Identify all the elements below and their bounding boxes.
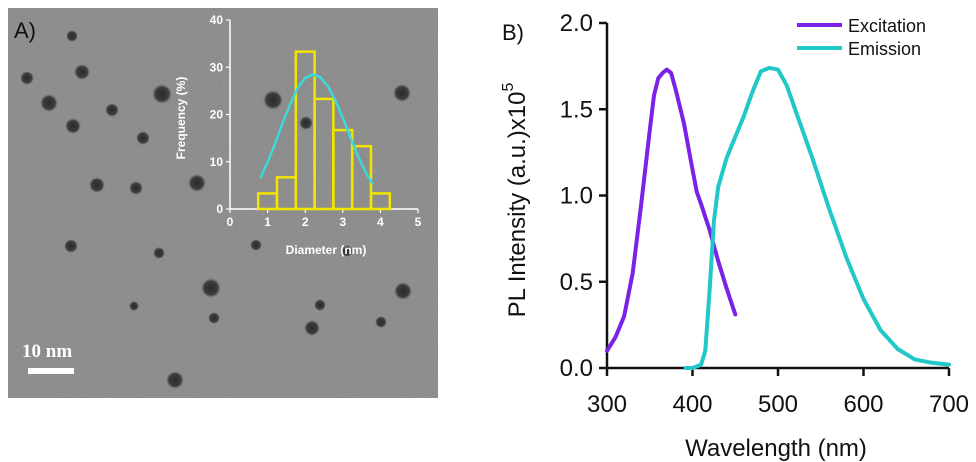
nanoparticle <box>136 131 150 145</box>
nanoparticle <box>208 312 220 324</box>
nanoparticle <box>65 118 81 134</box>
y-tick-label: 0.5 <box>560 269 593 296</box>
panel-a-label: A) <box>14 18 36 43</box>
main-axes: 300 400 500 600 700 0.0 0.5 1.0 1.5 2.0 <box>560 10 969 418</box>
nanoparticle <box>74 64 90 80</box>
nanoparticle <box>152 84 172 104</box>
nanoparticle <box>129 181 143 195</box>
panel-b-label: B) <box>502 20 524 45</box>
nanoparticle <box>166 371 184 389</box>
histogram-bar <box>350 144 373 211</box>
y-tick-label: 0.0 <box>560 355 593 382</box>
y-tick-label: 1.5 <box>560 96 593 123</box>
nanoparticle <box>375 316 387 328</box>
y-axis-title-main: PL Intensity (a.u.)x10 <box>504 92 531 318</box>
y-tick-label: 1.0 <box>560 183 593 210</box>
y-axis-title-exponent: 5 <box>500 83 517 92</box>
x-tick-label: 300 <box>587 391 627 418</box>
y-axis-title: PL Intensity (a.u.)x105 <box>500 83 531 318</box>
nanoparticle <box>263 90 283 110</box>
histogram-bar <box>369 192 392 211</box>
nanoparticle <box>40 94 58 112</box>
inset-tick-labels: 0 1 2 3 4 5 0 10 20 30 40 <box>210 13 422 229</box>
nanoparticle <box>304 320 320 336</box>
inset-x-tick-label: 1 <box>264 215 271 229</box>
scale-bar-label: 10 nm <box>22 341 72 362</box>
nanoparticle <box>393 84 411 102</box>
nanoparticle <box>188 174 206 192</box>
legend-label: Excitation <box>848 16 926 36</box>
gaussian-fit-curve <box>258 72 374 186</box>
tem-image: A) 10 nm 0 1 2 3 4 5 0 10 20 30 40 Diameter (nm) F… <box>8 8 438 398</box>
inset-x-tick-label: 3 <box>339 215 346 229</box>
nanoparticle <box>105 103 119 117</box>
nanoparticle <box>153 247 165 259</box>
x-tick-label: 700 <box>929 391 969 418</box>
nanoparticle <box>20 71 34 85</box>
legend: Excitation Emission <box>797 16 926 59</box>
series-line-excitation <box>605 67 738 353</box>
nanoparticle <box>64 239 78 253</box>
panel-a: A) 10 nm 0 1 2 3 4 5 0 10 20 30 40 Diameter (nm) F… <box>0 0 438 400</box>
nanoparticle <box>66 30 78 42</box>
inset-y-tick-label: 40 <box>210 13 224 27</box>
panel-b: B) PL Intensity (a.u.)x105 300 400 500 600 7… <box>470 0 976 462</box>
inset-x-tick-label: 2 <box>302 215 309 229</box>
inset-y-tick-label: 20 <box>210 108 224 122</box>
tem-grain <box>8 8 438 398</box>
nanoparticle <box>314 299 326 311</box>
nanoparticle <box>394 282 412 300</box>
inset-y-tick-label: 30 <box>210 60 224 74</box>
scale-bar <box>28 368 74 374</box>
nanoparticle <box>89 177 105 193</box>
nanoparticle <box>201 278 221 298</box>
nanoparticle <box>341 245 353 257</box>
x-tick-label: 400 <box>672 391 712 418</box>
x-axis-title: Wavelength (nm) <box>685 435 867 462</box>
inset-x-tick-label: 4 <box>377 215 384 229</box>
legend-label: Emission <box>848 39 921 59</box>
svg-text:PL Intensity (a.u.)x105: PL Intensity (a.u.)x105 <box>500 83 531 318</box>
main-series <box>605 65 951 370</box>
inset-histogram: 0 1 2 3 4 5 0 10 20 30 40 Diameter (nm) Frequency … <box>174 13 422 257</box>
inset-bars <box>256 50 392 211</box>
pl-chart: B) PL Intensity (a.u.)x105 300 400 500 600 7… <box>500 10 969 462</box>
x-tick-label: 600 <box>843 391 883 418</box>
inset-x-tick-label: 5 <box>415 215 422 229</box>
series-line-emission <box>683 65 951 370</box>
x-tick-label: 500 <box>758 391 798 418</box>
inset-ylabel: Frequency (%) <box>174 77 188 160</box>
inset-x-tick-label: 0 <box>227 215 234 229</box>
inset-y-tick-label: 0 <box>216 202 223 216</box>
inset-y-tick-label: 10 <box>210 155 224 169</box>
nanoparticle <box>129 301 139 311</box>
nanoparticle <box>250 239 262 251</box>
nanoparticles <box>20 30 412 389</box>
nanoparticle <box>299 116 313 130</box>
y-tick-label: 2.0 <box>560 10 593 37</box>
inset-xlabel: Diameter (nm) <box>286 243 367 257</box>
